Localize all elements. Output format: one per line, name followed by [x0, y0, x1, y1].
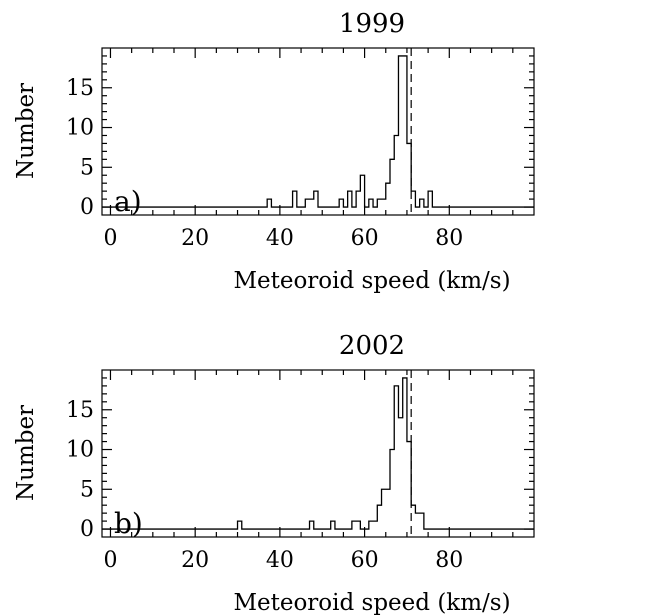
panel-label: b): [114, 507, 143, 540]
histogram-bin: [386, 489, 390, 529]
x-axis-label: Meteoroid speed (km/s): [233, 590, 510, 616]
y-tick-label: 15: [66, 398, 94, 423]
panel-2002: 2002 b) Number Meteoroid speed (km/s) 0 2…: [13, 331, 535, 616]
x-tick-label: 40: [266, 226, 294, 251]
y-tick-label: 10: [66, 116, 94, 141]
x-axis-label: Meteoroid speed (km/s): [233, 268, 510, 294]
y-axis-label: Number: [13, 405, 39, 501]
histogram-outline: [102, 377, 534, 530]
x-tick-label: 40: [266, 548, 294, 573]
x-tick-label: 20: [181, 548, 209, 573]
y-tick-label: 0: [80, 195, 94, 220]
tick-marks: [102, 370, 534, 537]
histogram-bin: [398, 418, 402, 529]
x-tick-label: 80: [435, 548, 463, 573]
panel-label: a): [114, 185, 142, 218]
y-axis-label: Number: [13, 83, 39, 179]
histogram-bin: [382, 199, 386, 207]
panel-1999: 1999 a) Number Meteoroid speed (km/s) 0 2…: [13, 9, 535, 294]
plot-frame: [101, 47, 535, 216]
histogram-outline: [102, 55, 534, 208]
x-tick-label: 0: [103, 548, 117, 573]
histogram-bin: [415, 513, 419, 529]
x-tick-label: 60: [351, 548, 379, 573]
y-tick-label: 15: [66, 76, 94, 101]
y-tick-label: 10: [66, 438, 94, 463]
y-tick-label: 5: [80, 155, 94, 180]
x-tick-label: 0: [103, 226, 117, 251]
y-tick-label: 5: [80, 477, 94, 502]
tick-labels: 0 20 40 60 80 0 5 10 15: [66, 398, 463, 573]
histogram-bin: [373, 521, 377, 529]
y-tick-label: 0: [80, 517, 94, 542]
x-tick-label: 20: [181, 226, 209, 251]
tick-marks: [102, 48, 534, 215]
chart-title: 2002: [339, 331, 405, 361]
x-tick-label: 80: [435, 226, 463, 251]
tick-labels: 0 20 40 60 80 0 5 10 15: [66, 76, 463, 251]
plot-frame: [101, 369, 535, 538]
chart-title: 1999: [339, 9, 405, 39]
histogram-bin: [310, 199, 314, 207]
histogram-bins: [238, 378, 424, 529]
x-tick-label: 60: [351, 226, 379, 251]
